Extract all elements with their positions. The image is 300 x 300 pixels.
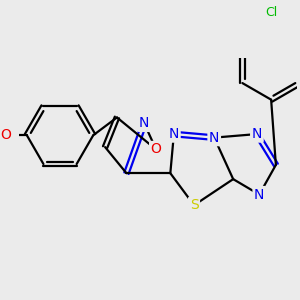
Text: O: O xyxy=(1,128,11,142)
Text: N: N xyxy=(254,188,265,202)
Text: Cl: Cl xyxy=(265,6,277,19)
Text: N: N xyxy=(209,130,219,145)
Text: N: N xyxy=(169,127,179,141)
Text: N: N xyxy=(139,116,149,130)
Text: N: N xyxy=(252,127,262,141)
Text: S: S xyxy=(190,198,198,212)
Text: O: O xyxy=(151,142,161,157)
